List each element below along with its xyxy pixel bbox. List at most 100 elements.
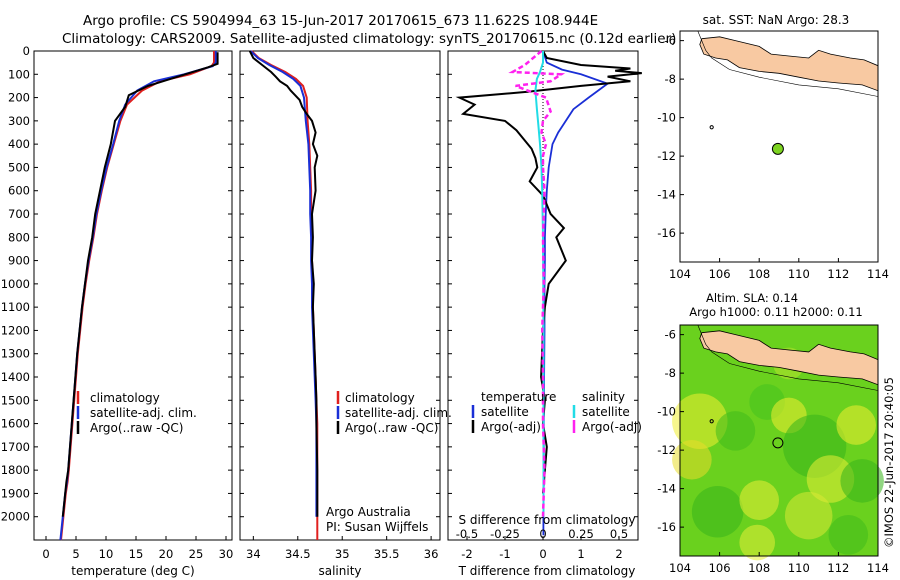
x-tick-label: 0 (539, 547, 546, 561)
legend-climatology-label: climatology (90, 391, 160, 405)
x-tick-label: 108 (748, 561, 770, 575)
legend-argo-label: Argo(..raw -QC) (345, 421, 438, 435)
sla-anomaly-patch (784, 491, 833, 540)
sla-anomaly-patch (715, 411, 756, 451)
salinity-xlabel: salinity (318, 564, 361, 578)
y-tick-label: -10 (657, 111, 676, 125)
y-tick-label: 100 (8, 67, 30, 81)
map-frame (679, 30, 879, 263)
sla-anomaly-patch (836, 405, 877, 445)
sst-map-title: sat. SST: NaN Argo: 28.3 (703, 13, 850, 27)
y-tick-label: 600 (8, 184, 30, 198)
x2-tick-label: 0 (539, 527, 546, 541)
sla-anomaly-patch (691, 485, 744, 538)
y-tick-label: 0 (23, 44, 30, 58)
y-tick-label: 1300 (1, 347, 30, 361)
header-line2: Climatology: CARS2009. Satellite-adjuste… (62, 31, 676, 47)
x-tick-label: 1 (577, 547, 584, 561)
y-tick-label: 800 (8, 230, 30, 244)
x-tick-label: 15 (129, 547, 144, 561)
imos-stamp: ©IMOS 22-Jun-2017 20:40:05 (882, 377, 896, 548)
y-tick-label: -6 (665, 328, 676, 342)
difference-profile-plot: -2 -1 0 1 2 -0.5 -0.25 0 0.25 0.5 (447, 50, 642, 561)
sla-anomaly-patch (739, 524, 776, 561)
x-tick-label: 108 (748, 267, 770, 281)
x-tick-label: 35.5 (374, 547, 400, 561)
legend-argo-label: Argo(..raw -QC) (90, 421, 183, 435)
legend-t-argo-label: Argo(-adj) (481, 420, 541, 434)
x-tick-label: 114 (867, 561, 889, 575)
sla-anomaly-patch (672, 439, 712, 480)
temperature-profile-plot: 0 5 10 15 20 25 300100200300400500600700800900… (1, 44, 234, 561)
series-line (508, 50, 566, 517)
y-tick-label: -12 (657, 149, 676, 163)
x-tick-label: 110 (788, 267, 810, 281)
difference-legend: temperature satellite Argo(-adj) salinit… (471, 390, 642, 434)
sla-map-subtitle: Argo h1000: 0.11 h2000: 0.11 (689, 305, 862, 319)
y-tick-label: -14 (657, 482, 676, 496)
legend-temperature-title: temperature (481, 390, 556, 404)
y-tick-label: 1900 (1, 486, 30, 500)
x-tick-label: 104 (669, 267, 691, 281)
s-diff-xlabel: S difference from climatology (459, 513, 636, 527)
y-tick-label: 400 (8, 137, 30, 151)
header-line1: Argo profile: CS 5904994_63 15-Jun-2017 … (83, 13, 598, 29)
x-tick-label: 110 (788, 561, 810, 575)
temperature-xlabel: temperature (deg C) (71, 564, 194, 578)
x-tick-label: 36 (424, 547, 439, 561)
x-tick-label: 0 (42, 547, 49, 561)
y-tick-label: 500 (8, 160, 30, 174)
y-tick-label: 2000 (1, 510, 30, 524)
sla-map-title: Altim. SLA: 0.14 (706, 291, 798, 305)
sla-anomaly-patch (672, 393, 728, 449)
x-tick-label: 5 (72, 547, 79, 561)
x-tick-label: 20 (159, 547, 174, 561)
y-tick-label: 1400 (1, 370, 30, 384)
y-tick-label: 1600 (1, 417, 30, 431)
y-tick-label: -8 (665, 366, 676, 380)
y-tick-label: 700 (8, 207, 30, 221)
series-line (249, 50, 318, 517)
series-line (248, 50, 319, 517)
x-tick-label: 34.5 (285, 547, 311, 561)
y-tick-label: -12 (657, 443, 676, 457)
y-tick-label: -8 (665, 72, 676, 86)
x2-tick-label: 0.25 (568, 527, 594, 541)
sst-map: 104 106 108 110 112 114 -6 -8 -10 -12 -14 -16 (657, 30, 889, 281)
sla-anomaly-patch (739, 480, 779, 520)
legend-s-argo-label: Argo(-adj) (582, 420, 642, 434)
x-tick-label: 34 (246, 547, 261, 561)
christmas-island (709, 419, 714, 424)
x2-tick-label: 0.5 (610, 527, 628, 541)
t-diff-xlabel: T difference from climatology (458, 564, 636, 578)
x2-tick-label: -0.25 (490, 527, 520, 541)
y-tick-label: -6 (665, 34, 676, 48)
series-line (542, 50, 610, 536)
x-tick-label: 10 (99, 547, 114, 561)
x-tick-label: 114 (867, 267, 889, 281)
temperature-legend: climatology satellite-adj. clim. Argo(..… (76, 391, 197, 435)
y-tick-label: -16 (657, 226, 676, 240)
y-tick-label: 1200 (1, 323, 30, 337)
credit-org: Argo Australia (326, 505, 411, 519)
legend-climatology-label: climatology (345, 391, 415, 405)
series-line (250, 50, 319, 540)
y-tick-label: 1100 (1, 300, 30, 314)
x-tick-label: 106 (709, 561, 731, 575)
sla-anomaly-patch (806, 455, 855, 503)
x-tick-label: -2 (461, 547, 472, 561)
x-tick-label: 112 (827, 267, 849, 281)
x-tick-label: 112 (827, 561, 849, 575)
legend-t-satellite-label: satellite (481, 405, 529, 419)
x-tick-label: 35 (335, 547, 350, 561)
y-tick-label: 200 (8, 91, 30, 105)
series-line (534, 51, 545, 517)
y-tick-label: 1500 (1, 393, 30, 407)
map-frame (679, 324, 879, 557)
y-tick-label: 1700 (1, 440, 30, 454)
x-tick-label: 104 (669, 561, 691, 575)
legend-salinity-title: salinity (582, 390, 625, 404)
salinity-plot-frame (239, 50, 441, 541)
y-tick-label: -10 (657, 405, 676, 419)
y-tick-label: 1800 (1, 463, 30, 477)
